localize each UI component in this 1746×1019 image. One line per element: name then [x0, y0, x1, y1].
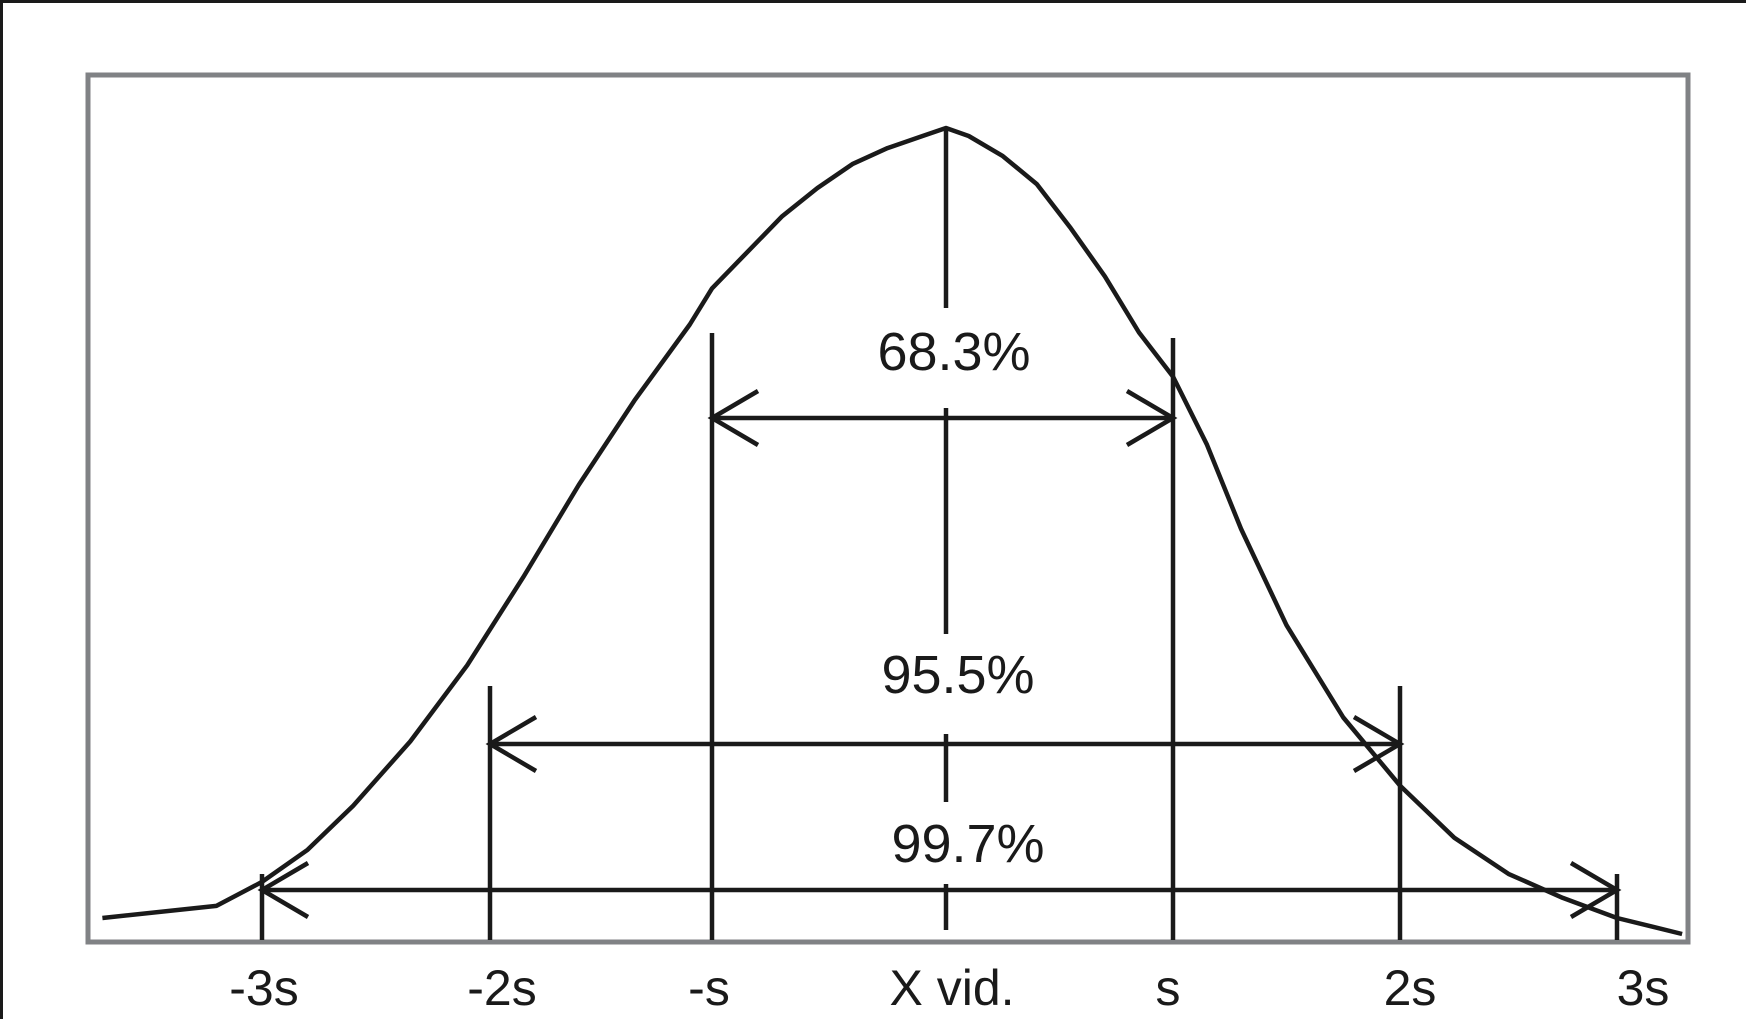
interval-arrowhead-left-3: [257, 861, 310, 919]
interval-arrows: [257, 389, 1622, 919]
x-tick-label-2: -2s: [467, 960, 536, 1016]
x-tick-label-4: X vid.: [889, 960, 1014, 1016]
sigma-vertical-lines: [259, 333, 1620, 940]
interval-arrowhead-right-1: [1125, 389, 1178, 447]
interval-arrowhead-left-2: [485, 715, 538, 773]
interval-label-1: 68.3%: [877, 322, 1030, 382]
x-tick-label-1: -3s: [229, 960, 298, 1016]
interval-label-3: 99.7%: [891, 814, 1044, 874]
curve-layer: [102, 125, 1683, 937]
x-tick-labels: -3s -2s -s X vid. s 2s 3s: [229, 960, 1669, 1016]
x-tick-label-5: s: [1156, 960, 1181, 1016]
x-tick-label-7: 3s: [1617, 960, 1670, 1016]
interval-label-2: 95.5%: [881, 645, 1034, 705]
plot-area-frame: [85, 72, 1691, 945]
interval-percent-labels: 68.3% 95.5% 99.7%: [877, 322, 1044, 874]
interval-arrowhead-left-1: [707, 389, 760, 447]
interval-arrowhead-right-3: [1569, 861, 1622, 919]
x-tick-label-6: 2s: [1384, 960, 1437, 1016]
x-tick-label-3: -s: [688, 960, 730, 1016]
interval-arrowhead-right-2: [1352, 715, 1405, 773]
bell-curve-series: [102, 125, 1683, 937]
